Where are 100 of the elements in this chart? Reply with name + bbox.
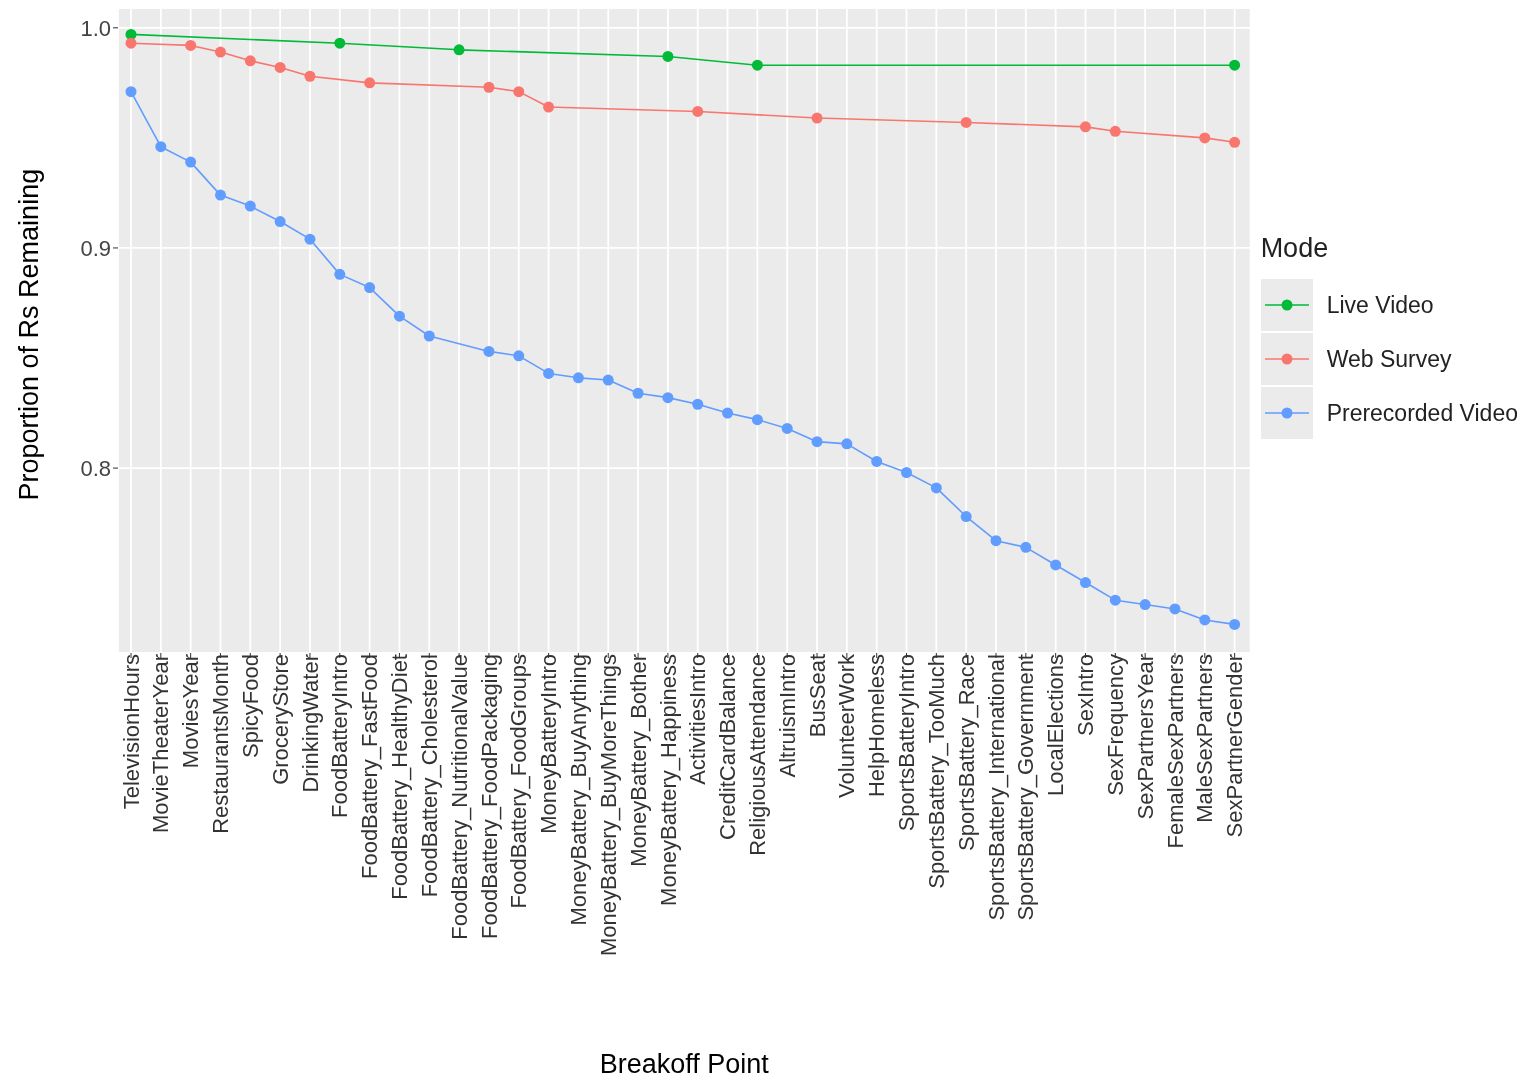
x-tick-label: MovieTheaterYear	[148, 654, 174, 833]
x-tick-label: SexIntro	[1073, 654, 1099, 736]
legend-label: Prerecorded Video	[1326, 399, 1518, 427]
x-tick-label: MoneyBattery_BuyAnything	[566, 654, 592, 926]
x-axis-title: Breakoff Point	[599, 1049, 770, 1079]
point	[125, 37, 137, 49]
x-tick-label: FoodBattery_FoodGroups	[506, 654, 532, 909]
x-tick-label: VolunteerWork	[834, 653, 860, 798]
point	[751, 414, 763, 426]
point	[304, 70, 316, 82]
point	[364, 282, 376, 294]
point	[781, 422, 793, 434]
point	[960, 116, 972, 128]
point	[304, 233, 316, 245]
point	[364, 77, 376, 89]
point	[334, 37, 346, 49]
point	[572, 372, 584, 384]
legend-title: Mode	[1260, 233, 1330, 264]
point	[513, 350, 525, 362]
x-tick-label: TelevisionHours	[118, 654, 144, 810]
point	[871, 455, 883, 467]
x-tick-label: ReligiousAttendance	[745, 654, 770, 856]
x-tick-label: CreditCardBalance	[715, 654, 741, 840]
point	[1139, 599, 1151, 611]
point	[1109, 594, 1121, 606]
point	[692, 398, 704, 410]
x-tick-label: FoodBattery_FastFood	[357, 654, 383, 880]
x-tick-label: BusSeat	[804, 654, 830, 738]
point	[244, 200, 256, 212]
point	[1229, 618, 1241, 630]
x-tick-label: AltruismIntro	[774, 654, 800, 778]
point	[274, 216, 286, 228]
x-tick-label: SportsBattery_TooMuch	[923, 654, 949, 889]
point	[1229, 59, 1241, 71]
x-tick-label: GroceryStore	[267, 654, 293, 785]
point	[214, 46, 226, 58]
point	[125, 86, 137, 98]
point	[155, 141, 167, 153]
y-axis-title: Proportion of Rs Remaining	[13, 168, 44, 501]
point	[692, 105, 704, 117]
x-tick-label: FemaleSexPartners	[1162, 654, 1188, 849]
point	[751, 59, 763, 71]
y-tick-label: 0.8	[80, 455, 111, 481]
x-tick-label: FoodBattery_NutritionalValue	[446, 654, 472, 940]
point	[1229, 136, 1241, 148]
x-tick-label: SportsBatteryIntro	[894, 654, 920, 832]
point	[1079, 121, 1091, 133]
x-tick-label: SpicyFood	[237, 654, 263, 758]
point	[990, 535, 1002, 547]
point	[483, 81, 495, 93]
x-tick-label: FoodBattery_FoodPackaging	[476, 654, 502, 939]
point	[632, 387, 644, 399]
point	[244, 55, 256, 67]
point	[811, 112, 823, 124]
y-tick-label: 1.0	[80, 15, 111, 41]
y-tick-label: 0.9	[80, 235, 111, 261]
point	[483, 345, 495, 357]
legend-label: Live Video	[1326, 291, 1434, 319]
point	[930, 482, 942, 494]
x-tick-label: SexFrequency	[1102, 654, 1128, 796]
x-tick-label: MoneyBatteryIntro	[536, 654, 562, 834]
x-tick-label: SexPartnersYear	[1132, 654, 1158, 820]
point	[960, 511, 972, 523]
x-tick-label: MoneyBattery_Bother	[625, 654, 651, 867]
x-tick-label: MoneyBattery_BuyMoreThings	[595, 654, 621, 957]
point	[1199, 614, 1211, 626]
x-tick-label: SportsBattery_Government	[1013, 654, 1039, 921]
point	[453, 44, 465, 56]
point	[1050, 559, 1062, 571]
point	[841, 438, 853, 450]
x-tick-label: MaleSexPartners	[1192, 654, 1218, 823]
x-tick-label: FoodBattery_HealthyDiet	[387, 654, 413, 900]
point	[423, 330, 435, 342]
point	[274, 61, 286, 73]
point	[334, 268, 346, 280]
point	[1169, 603, 1181, 615]
point	[811, 436, 823, 448]
x-tick-label: FoodBattery_Cholesterol	[416, 654, 442, 898]
x-tick-label: RestaurantsMonth	[208, 654, 234, 834]
point	[1199, 132, 1211, 144]
point	[662, 392, 674, 404]
x-tick-label: LocalElections	[1043, 654, 1069, 796]
point	[543, 367, 555, 379]
x-tick-label: DrinkingWater	[297, 654, 323, 793]
x-tick-label: MoneyBattery_Happiness	[655, 654, 681, 906]
point	[722, 407, 734, 419]
point	[513, 86, 525, 98]
x-tick-label: SportsBattery_International	[983, 654, 1009, 921]
point	[901, 466, 913, 478]
point	[602, 374, 614, 386]
x-tick-label: MoviesYear	[178, 654, 204, 769]
legend-label: Web Survey	[1326, 345, 1452, 373]
x-tick-label: SexPartnerGender	[1222, 654, 1248, 838]
point	[185, 39, 197, 51]
point	[1079, 577, 1091, 589]
x-tick-label: FoodBatteryIntro	[327, 654, 353, 818]
x-tick-label: HelpHomeless	[864, 654, 890, 798]
point	[185, 156, 197, 168]
point	[543, 101, 555, 113]
point	[393, 310, 405, 322]
